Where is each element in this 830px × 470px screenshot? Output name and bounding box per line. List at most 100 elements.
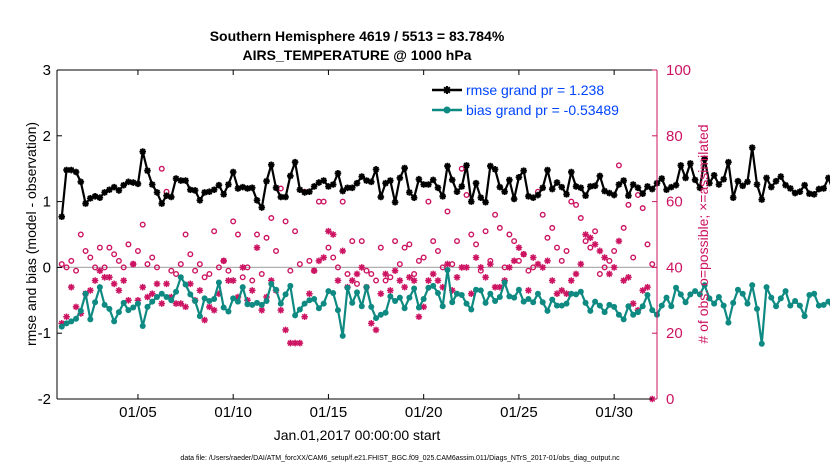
obs-possible-point (63, 264, 70, 271)
obs-assimilated-point (520, 250, 527, 258)
obs-assimilated-point (153, 280, 161, 288)
bias-point (730, 299, 737, 306)
obs-assimilated-point (215, 290, 223, 298)
rmse-point (520, 167, 527, 174)
obs-possible-point (454, 238, 461, 245)
bias-point (558, 302, 565, 309)
rmse-point (463, 162, 470, 169)
bias-point (311, 295, 318, 302)
bias-point (206, 297, 213, 304)
rmse-point (148, 181, 156, 188)
bias-point (173, 288, 180, 295)
bias-point (387, 293, 394, 300)
bias-point (563, 300, 570, 307)
bias-point (763, 284, 770, 291)
obs-possible-point (392, 238, 399, 245)
obs-assimilated-point (339, 247, 347, 255)
rmse-point (348, 184, 356, 192)
obs-possible-point (363, 267, 370, 274)
obs-assimilated-point (534, 260, 542, 268)
rmse-point (677, 162, 685, 169)
obs-assimilated-point (110, 280, 118, 288)
bias-point (430, 282, 437, 289)
rmse-point (753, 181, 761, 188)
rmse-point (620, 177, 627, 184)
bias-point (192, 297, 199, 304)
bias-point (773, 303, 780, 310)
obs-possible-point (401, 244, 408, 251)
obs-assimilated-point (587, 234, 594, 242)
obs-assimilated-point (96, 267, 104, 274)
obs-possible-point (649, 261, 656, 268)
obs-possible-point (315, 198, 322, 205)
bias-point (454, 290, 460, 297)
obs-assimilated-point (387, 287, 394, 294)
obs-assimilated-point (144, 293, 151, 301)
bias-point (692, 288, 699, 295)
bias-point (820, 301, 827, 308)
obs-assimilated-point (577, 260, 585, 268)
rmse-point (720, 175, 727, 183)
rmse-line (60, 146, 830, 217)
y-tick-label-right: 80 (666, 128, 683, 145)
obs-assimilated-point (258, 306, 266, 314)
obs-assimilated-point (482, 273, 489, 281)
rmse-point (339, 187, 347, 195)
rmse-point (477, 194, 485, 201)
obs-assimilated-point (248, 287, 256, 294)
obs-possible-point (206, 270, 213, 277)
bias-point (101, 301, 108, 308)
rmse-point (706, 179, 713, 187)
obs-assimilated-point (377, 290, 385, 298)
obs-possible-point (568, 198, 575, 205)
rmse-point (58, 213, 66, 221)
obs-assimilated-point (187, 280, 194, 288)
rmse-point (101, 189, 108, 196)
rmse-point (177, 177, 185, 184)
rmse-point (120, 181, 127, 189)
obs-assimilated-point (206, 303, 213, 311)
y-tick-label: 3 (43, 62, 51, 79)
rmse-point (287, 172, 294, 180)
obs-possible-point (573, 201, 580, 208)
legend-box (428, 76, 652, 120)
obs-possible-point (439, 264, 446, 271)
rmse-point (387, 177, 394, 184)
bias-point (268, 280, 275, 287)
bias-point (406, 294, 413, 301)
obs-possible-point (115, 257, 122, 264)
obs-possible-point (430, 238, 437, 245)
rmse-point (429, 176, 437, 184)
rmse-point (253, 196, 261, 204)
bias-point (230, 295, 237, 302)
obs-possible-point (606, 257, 613, 264)
rmse-point (96, 194, 104, 201)
bias-point (68, 318, 75, 325)
obs-possible-point (525, 267, 532, 274)
obs-possible-point (334, 264, 341, 271)
rmse-point (487, 162, 494, 170)
bias-point (520, 298, 527, 305)
bias-point (401, 305, 408, 312)
rmse-point (634, 184, 642, 192)
bias-point (139, 322, 146, 329)
rmse-point (77, 178, 85, 186)
rmse-point (272, 184, 280, 192)
bias-point (130, 304, 137, 311)
obs-assimilated-point (172, 300, 180, 307)
rmse-point (544, 166, 551, 174)
rmse-point (691, 176, 699, 184)
rmse-point (515, 173, 523, 181)
obs-assimilated-point (287, 339, 294, 347)
rmse-point (91, 193, 99, 200)
rmse-point (687, 160, 694, 167)
obs-assimilated-point (358, 264, 366, 271)
bias-point (354, 289, 360, 296)
bias-point (377, 311, 384, 318)
rmse-point (410, 194, 418, 201)
obs-possible-point (230, 218, 237, 225)
legend-rmse-label: rmse grand pr = 1.238 (466, 82, 604, 98)
rmse-point (806, 190, 813, 198)
bias-point (63, 320, 70, 327)
obs-assimilated-point (348, 277, 356, 284)
